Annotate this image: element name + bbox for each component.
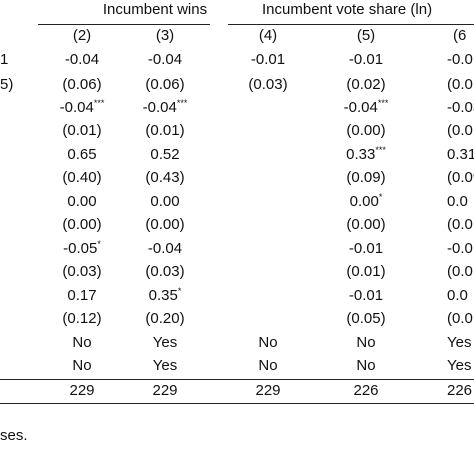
cell: 229 <box>255 382 281 399</box>
cell: -0.04 <box>64 51 100 68</box>
cell: (0.0 <box>447 216 473 233</box>
cell: (0.03) <box>62 263 102 280</box>
cell: (0.05) <box>346 310 386 327</box>
significance-stars: *** <box>176 98 188 108</box>
cell: -0.05* <box>63 240 101 258</box>
cell: -0.04*** <box>344 99 389 117</box>
significance-stars: *** <box>377 98 389 108</box>
cell: (0.43) <box>145 169 185 186</box>
cell: 0.65 <box>67 146 97 163</box>
cell: 0.0 <box>447 193 468 210</box>
cell: (0.00) <box>62 216 102 233</box>
cell: 229 <box>69 382 95 399</box>
cell: (0.0 <box>447 122 473 139</box>
cell: -0.01 <box>348 51 384 68</box>
group-header: Incumbent wins <box>102 1 208 18</box>
row-label: 1 <box>0 51 9 68</box>
cell: -0.04 <box>147 51 183 68</box>
cell: Yes <box>447 357 472 374</box>
cell-value: -0.04 <box>59 99 94 116</box>
significance-stars: * <box>177 286 182 296</box>
cell: -0.04 <box>147 240 183 257</box>
cell: (0.12) <box>62 310 102 327</box>
significance-stars: *** <box>375 145 386 155</box>
cell: 0.00* <box>350 193 383 211</box>
cell: (0.02) <box>346 76 386 93</box>
column-header: (2) <box>72 27 92 44</box>
significance-stars: *** <box>93 98 105 108</box>
cell: (0.01) <box>346 263 386 280</box>
cell: 0.52 <box>150 146 180 163</box>
table-rule <box>0 403 474 404</box>
cell: No <box>356 357 376 374</box>
cell: 0.35* <box>149 287 182 305</box>
cell: -0.01 <box>348 287 384 304</box>
cell: 229 <box>152 382 178 399</box>
cell: (0.01) <box>62 122 102 139</box>
cell: No <box>258 334 278 351</box>
cell: No <box>258 357 278 374</box>
cell: (0.03) <box>248 76 288 93</box>
column-header: (4) <box>258 27 278 44</box>
column-header: (3) <box>155 27 175 44</box>
cell-value: 0.33 <box>346 146 376 163</box>
cell: -0.04*** <box>60 99 105 117</box>
column-header: (5) <box>356 27 376 44</box>
cell: 0.17 <box>67 287 97 304</box>
group-header: Incumbent vote share (ln) <box>262 1 433 18</box>
cell: (0.20) <box>145 310 185 327</box>
cell: (0.06) <box>62 76 102 93</box>
cell: (0.0 <box>447 76 473 93</box>
cell: (0.00) <box>145 216 185 233</box>
cell: (0.0 <box>447 263 473 280</box>
cell: 226 <box>447 382 473 399</box>
cell: (0.01) <box>145 122 185 139</box>
cell: Yes <box>152 334 178 351</box>
cell-value: 0.31 <box>447 146 474 163</box>
cell: 0.31* <box>447 146 474 164</box>
cell: -0.04*** <box>143 99 188 117</box>
cell: -0.0 <box>447 240 473 257</box>
cell: (0.03) <box>145 263 185 280</box>
group-rule <box>38 24 210 25</box>
cell: (0.40) <box>62 169 102 186</box>
cell: 0.0 <box>447 287 468 304</box>
group-rule <box>228 24 474 25</box>
cell: No <box>356 334 376 351</box>
cell: (0.0 <box>447 310 473 327</box>
cell-value: 0.35 <box>148 287 178 304</box>
column-header: (6 <box>453 27 467 44</box>
cell: Yes <box>447 334 472 351</box>
cell: -0.01 <box>250 51 286 68</box>
cell: 0.00 <box>67 193 97 210</box>
significance-stars: * <box>97 239 101 249</box>
table-note: ses. <box>0 427 28 444</box>
cell: 0.00 <box>150 193 180 210</box>
cell: (0.00) <box>346 122 386 139</box>
cell-value: -0.05 <box>63 240 98 257</box>
cell: 226 <box>353 382 379 399</box>
significance-stars: * <box>378 192 383 202</box>
cell: Yes <box>152 357 178 374</box>
cell: (0.09) <box>346 169 386 186</box>
cell-value: -0.04 <box>343 99 378 116</box>
cell: -0.03 <box>447 99 474 116</box>
cell: (0.09 <box>447 169 474 186</box>
cell: -0.0 <box>447 51 473 68</box>
cell: -0.01 <box>348 240 384 257</box>
cell: No <box>72 357 92 374</box>
cell: (0.00) <box>346 216 386 233</box>
row-label: 5) <box>0 76 14 93</box>
cell: (0.06) <box>145 76 185 93</box>
cell-value: 0.00 <box>349 193 379 210</box>
cell: 0.33*** <box>346 146 386 164</box>
table-rule <box>0 379 474 380</box>
cell: No <box>72 334 92 351</box>
cell-value: -0.04 <box>142 99 177 116</box>
